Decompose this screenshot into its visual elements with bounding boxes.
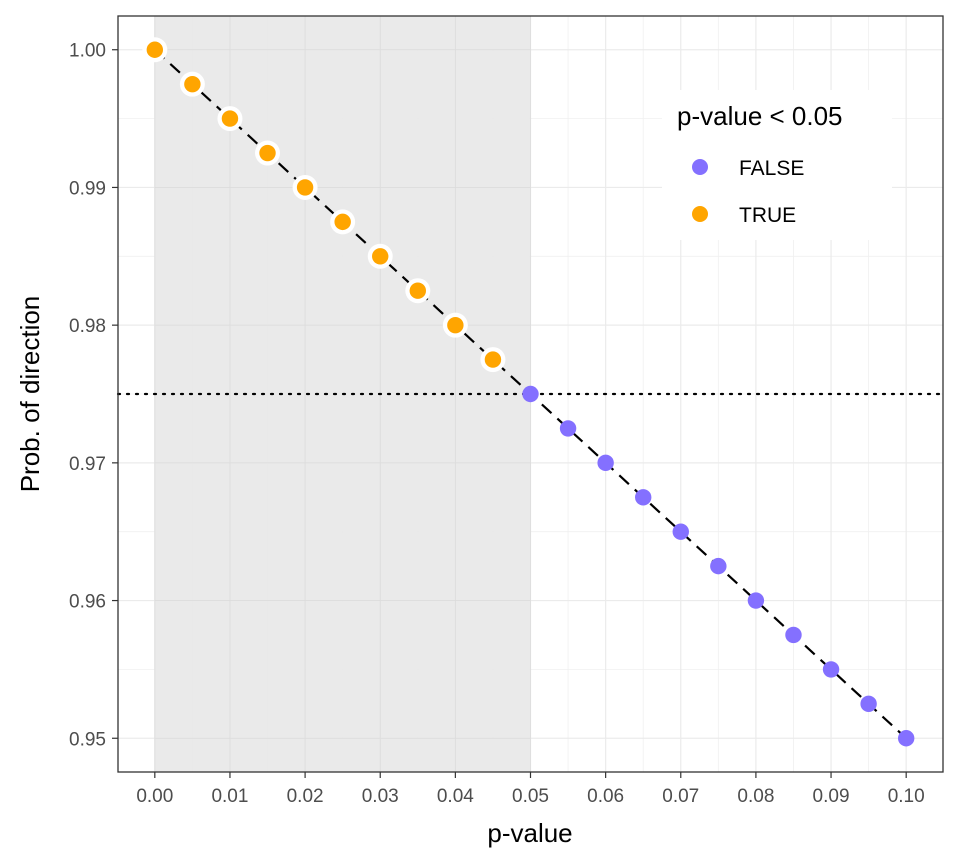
data-point-false <box>710 557 727 575</box>
data-point-false <box>522 385 539 403</box>
data-point-true <box>146 41 164 58</box>
y-tick-label: 0.97 <box>69 454 106 475</box>
data-point-true <box>409 282 426 299</box>
x-tick-label: 0.03 <box>362 786 399 807</box>
data-point-false <box>822 661 840 678</box>
legend-label-true: TRUE <box>739 204 796 227</box>
axes-layer: 0.00 0.01 0.02 0.03 0.04 0.05 0.06 0.07 0.08 0.09… <box>69 15 944 807</box>
data-point-true <box>334 213 351 231</box>
x-axis-title: p-value <box>487 818 572 848</box>
x-tick-label: 0.08 <box>737 786 774 807</box>
data-point-false <box>559 420 577 437</box>
x-tick-label: 0.04 <box>437 786 474 807</box>
legend: p-value < 0.05 FALSE TRUE <box>662 90 892 240</box>
data-point-true <box>296 179 314 196</box>
y-axis-title: Prob. of direction <box>15 296 45 493</box>
data-point-false <box>597 454 614 472</box>
y-tick-label: 0.98 <box>69 316 106 337</box>
data-point-true <box>447 316 464 334</box>
data-point-true <box>372 248 389 265</box>
legend-label-false: FALSE <box>739 157 804 180</box>
x-tick-label: 0.10 <box>888 786 925 807</box>
y-tick-label: 0.99 <box>69 178 106 199</box>
data-point-true <box>221 110 239 127</box>
data-point-false <box>860 695 877 713</box>
legend-title: p-value < 0.05 <box>677 101 843 131</box>
data-point-false <box>747 592 765 609</box>
y-tick-label: 1.00 <box>69 41 106 62</box>
y-tick-label: 0.95 <box>69 729 106 750</box>
data-point-true <box>484 351 502 368</box>
data-point-false <box>672 523 689 540</box>
data-point-true <box>259 144 276 162</box>
data-point-false <box>785 626 802 644</box>
x-tick-label: 0.06 <box>587 786 624 807</box>
x-tick-label: 0.01 <box>211 786 248 807</box>
x-tick-label: 0.05 <box>512 786 549 807</box>
x-tick-label: 0.00 <box>136 786 173 807</box>
legend-swatch-true <box>692 206 708 222</box>
legend-swatch-false <box>692 159 708 175</box>
data-point-true <box>184 75 201 93</box>
points-layer <box>142 37 915 747</box>
x-tick-label: 0.02 <box>287 786 324 807</box>
data-point-false <box>897 730 915 747</box>
data-point-false <box>635 489 652 506</box>
x-tick-label: 0.07 <box>662 786 699 807</box>
x-tick-label: 0.09 <box>813 786 850 807</box>
y-tick-label: 0.96 <box>69 592 106 613</box>
